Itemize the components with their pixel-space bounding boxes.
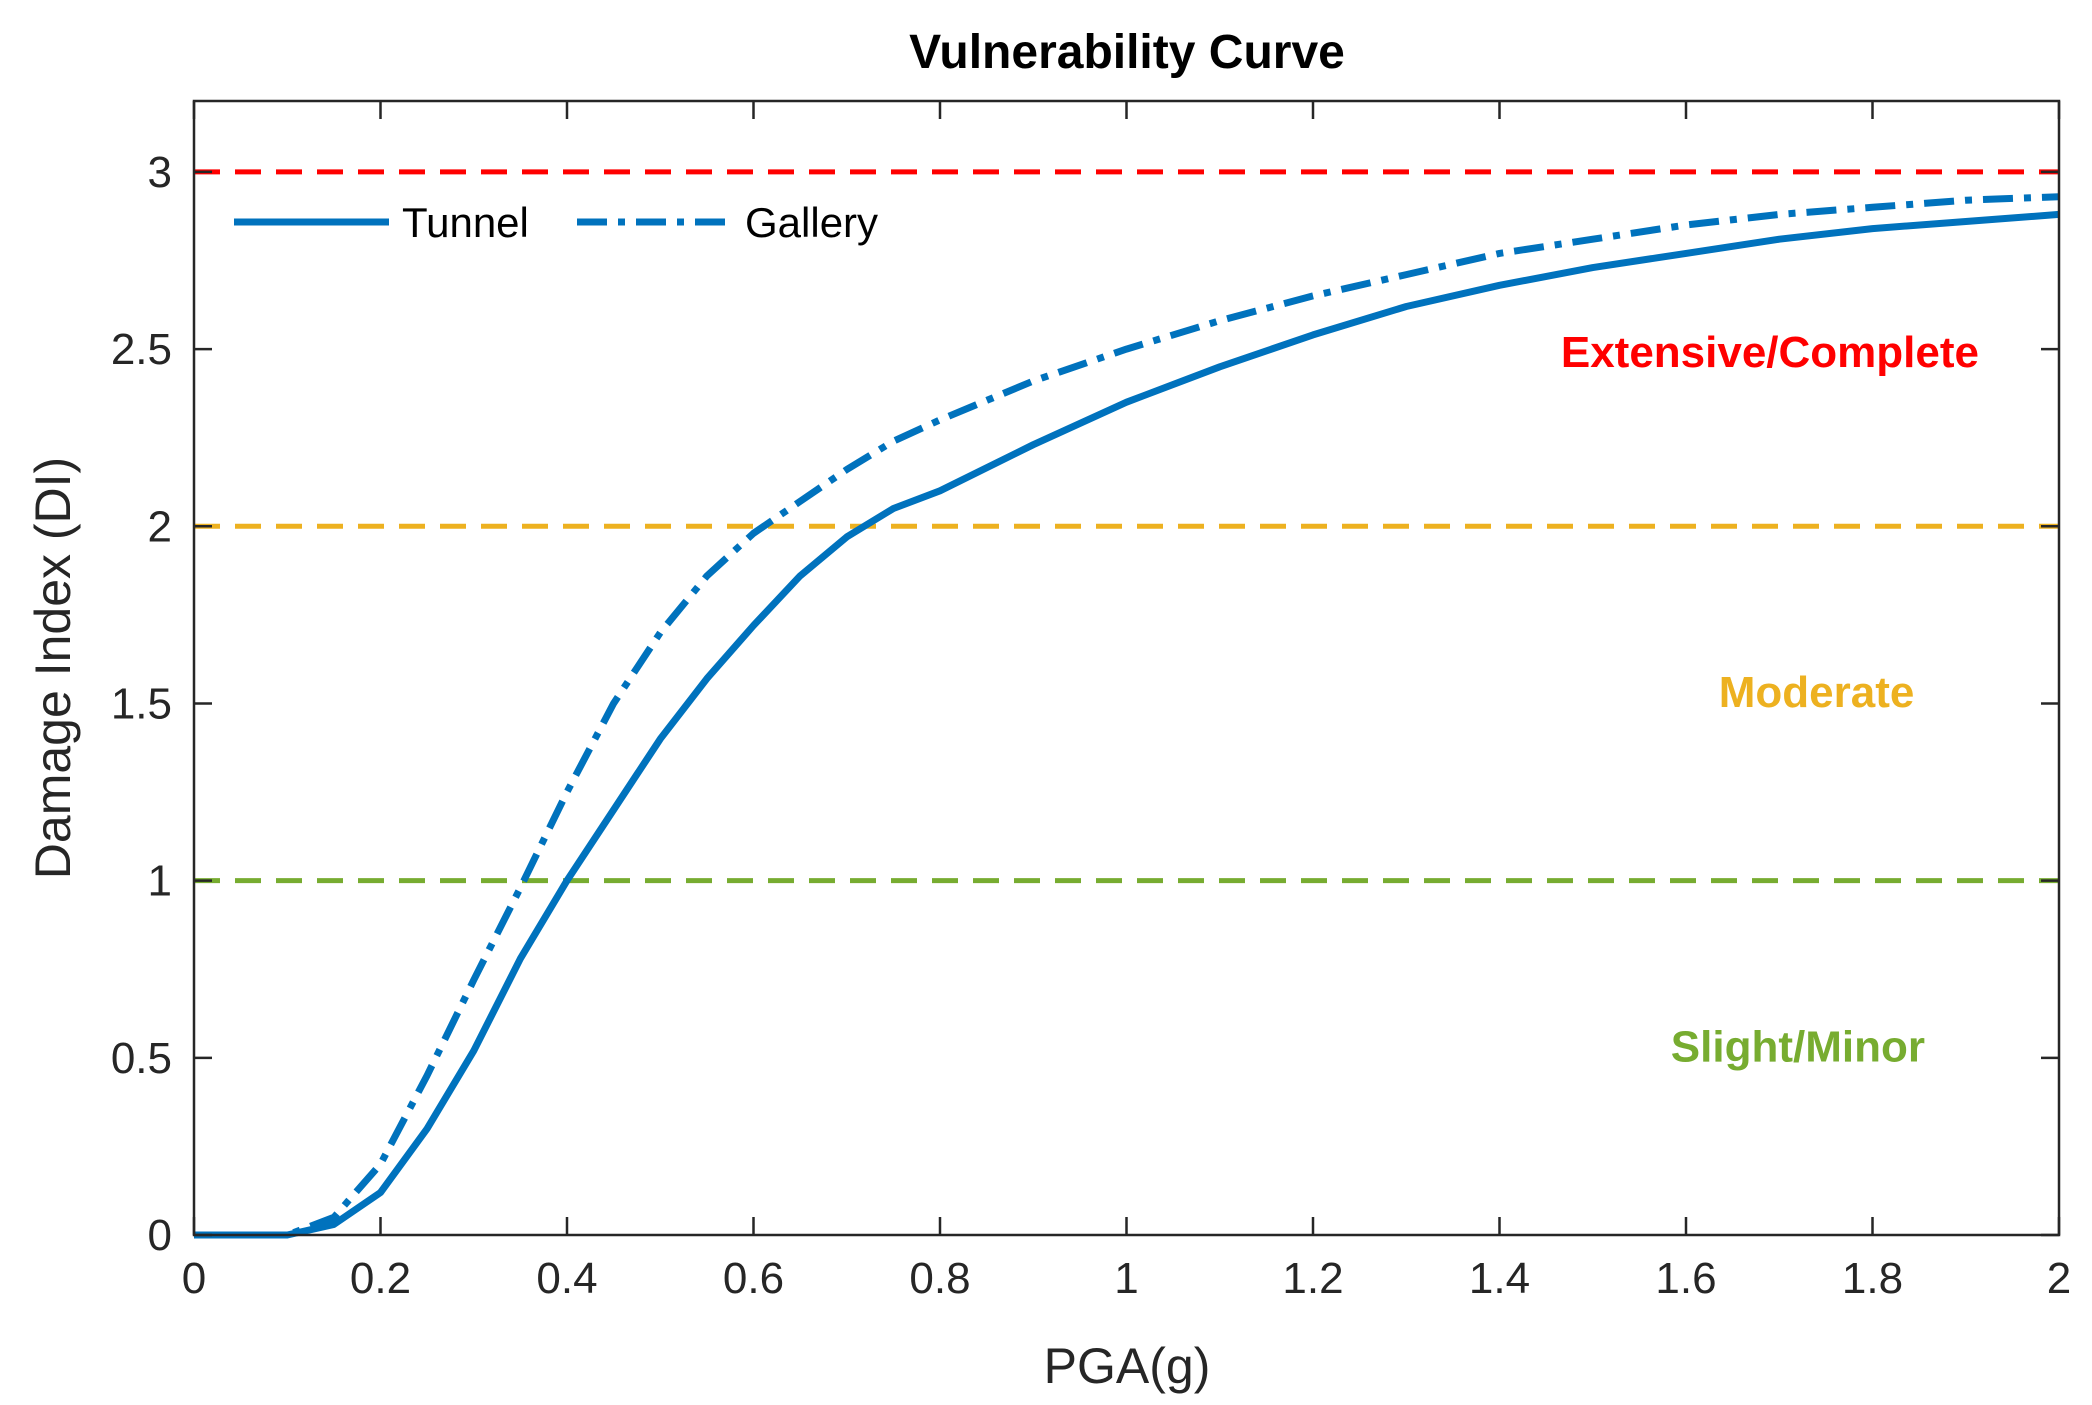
legend-label-gallery: Gallery xyxy=(745,199,878,246)
x-tick-label: 1.4 xyxy=(1469,1254,1530,1303)
legend: Tunnel Gallery xyxy=(234,199,878,246)
x-tick-label: 0.6 xyxy=(723,1254,784,1303)
legend-label-tunnel: Tunnel xyxy=(402,199,529,246)
region-label-slight-minor: Slight/Minor xyxy=(1671,1022,1925,1071)
y-tick-label: 2 xyxy=(148,502,172,551)
x-tick-label: 2 xyxy=(2047,1254,2071,1303)
y-tick-label: 2.5 xyxy=(111,325,172,374)
x-axis-label: PGA(g) xyxy=(1044,1338,1211,1394)
y-axis-label: Damage Index (DI) xyxy=(25,457,81,879)
x-tick-label: 1.6 xyxy=(1655,1254,1716,1303)
series-line-gallery xyxy=(194,193,2060,1239)
y-tick-label: 0 xyxy=(148,1211,172,1260)
y-tick-label: 1 xyxy=(148,857,172,906)
region-label-moderate: Moderate xyxy=(1719,668,1915,717)
y-tick-label: 3 xyxy=(148,148,172,197)
x-tick-label: 0 xyxy=(182,1254,206,1303)
x-tick-label: 1 xyxy=(1114,1254,1138,1303)
data-series xyxy=(194,193,2060,1239)
threshold-lines xyxy=(194,169,2059,884)
y-tick-label: 1.5 xyxy=(111,679,172,728)
region-label-extensive-complete: Extensive/Complete xyxy=(1561,328,1979,377)
region-labels: Extensive/Complete Moderate Slight/Minor xyxy=(1561,328,1979,1072)
x-tick-label: 1.8 xyxy=(1842,1254,1903,1303)
chart-title: Vulnerability Curve xyxy=(909,26,1345,79)
axis-ticks: 0 0.2 0.4 0.6 0.8 1 1.2 1.4 1.6 1.8 2 0 0.5 1 1.5 2 2.5 3 xyxy=(111,101,2071,1303)
y-tick-label: 0.5 xyxy=(111,1034,172,1083)
series-line-tunnel xyxy=(194,210,2060,1239)
x-tick-label: 1.2 xyxy=(1282,1254,1343,1303)
x-tick-label: 0.8 xyxy=(909,1254,970,1303)
x-tick-label: 0.2 xyxy=(350,1254,411,1303)
x-tick-label: 0.4 xyxy=(536,1254,597,1303)
